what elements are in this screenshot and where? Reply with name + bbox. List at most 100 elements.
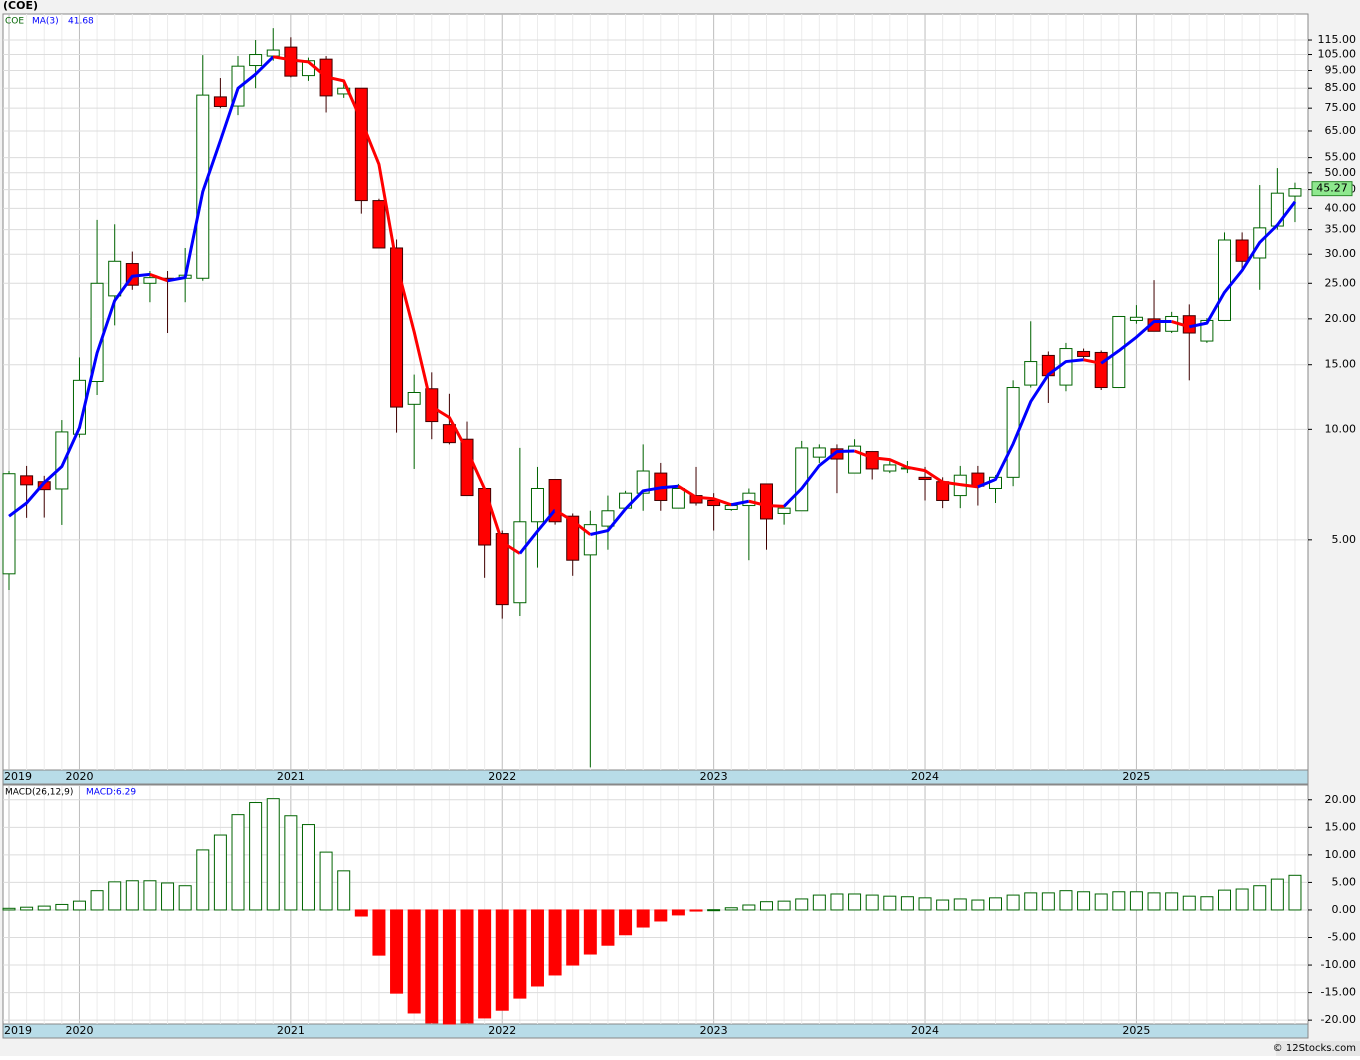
- macd-bar: [1147, 892, 1161, 911]
- y-tick-label: -5.00: [1328, 931, 1356, 944]
- ma-line: [748, 499, 785, 508]
- x-tick-label: 2025: [1122, 1024, 1150, 1037]
- candle-body: [601, 510, 615, 527]
- candle-body: [1094, 351, 1108, 389]
- ma-line: [167, 55, 275, 283]
- candle-body: [407, 392, 421, 405]
- candle-body: [566, 515, 580, 561]
- y-tick-label: 15.00: [1325, 358, 1357, 371]
- x-tick-label: 2019: [4, 770, 32, 783]
- candle-body: [108, 260, 122, 297]
- x-tick-label: 2022: [488, 1024, 516, 1037]
- macd-bar: [1129, 891, 1143, 911]
- x-tick-label: 2025: [1122, 770, 1150, 783]
- legend-ma-value: 41.68: [68, 17, 94, 27]
- macd-bar: [619, 909, 633, 936]
- macd-bar: [37, 905, 51, 911]
- y-tick-label: 65.00: [1325, 124, 1357, 137]
- y-tick-label: 40.00: [1325, 201, 1357, 214]
- macd-bar: [777, 900, 791, 911]
- y-tick-label: 75.00: [1325, 101, 1357, 114]
- ma-line: [1083, 358, 1102, 365]
- macd-bar: [249, 802, 263, 911]
- macd-bar: [390, 909, 404, 994]
- y-tick-label: 5.00: [1332, 533, 1357, 546]
- candle-body: [777, 507, 791, 514]
- candle-body: [795, 447, 809, 512]
- candle-body: [143, 277, 157, 284]
- ma-line: [783, 449, 855, 508]
- ma-line: [272, 55, 521, 555]
- candle-body: [759, 483, 773, 520]
- macd-bar: [548, 909, 562, 976]
- candle-body: [55, 431, 69, 490]
- macd-bar: [55, 903, 69, 911]
- macd-legend: MACD:6.29: [86, 788, 136, 798]
- macd-bar: [636, 909, 650, 928]
- macd-bar: [301, 824, 315, 911]
- macd-bar: [742, 904, 756, 911]
- macd-bar: [161, 882, 175, 911]
- candle-body: [2, 473, 16, 575]
- macd-bar: [125, 880, 139, 911]
- x-tick-label: 2020: [65, 1024, 93, 1037]
- date-bar: [2, 1023, 1309, 1039]
- macd-bar: [196, 849, 210, 911]
- macd-bar: [530, 909, 544, 987]
- x-tick-label: 2022: [488, 770, 516, 783]
- macd-bar: [1235, 888, 1249, 911]
- candle-body: [583, 524, 597, 556]
- macd-bar: [460, 909, 474, 1024]
- y-tick-label: 10.00: [1325, 422, 1357, 435]
- macd-bar: [354, 909, 368, 917]
- y-tick-label: 35.00: [1325, 223, 1357, 236]
- y-tick-label: 20.00: [1325, 312, 1357, 325]
- x-tick-label: 2019: [4, 1024, 32, 1037]
- macd-bar: [971, 899, 985, 911]
- macd-bar: [2, 907, 16, 911]
- macd-bar: [583, 909, 597, 955]
- x-tick-label: 2021: [277, 770, 305, 783]
- macd-bar: [442, 909, 456, 1025]
- legend-ma: MA(3): [32, 17, 59, 27]
- macd-bar: [918, 897, 932, 911]
- candle-body: [883, 464, 897, 472]
- x-tick-label: 2023: [700, 770, 728, 783]
- ma-line: [1171, 320, 1190, 329]
- macd-bar: [848, 893, 862, 911]
- x-tick-label: 2020: [65, 770, 93, 783]
- footer: © 12Stocks.com: [1273, 1043, 1356, 1054]
- candle-body: [671, 487, 685, 509]
- x-tick-label: 2024: [911, 770, 939, 783]
- y-tick-label: 25.00: [1325, 276, 1357, 289]
- macd-bar: [812, 894, 826, 911]
- candle-body: [812, 447, 826, 458]
- macd-bar: [865, 894, 879, 911]
- macd-bar: [213, 834, 227, 911]
- macd-bar: [1253, 885, 1267, 911]
- macd-bar: [1218, 889, 1232, 911]
- macd-bar: [1024, 892, 1038, 911]
- candle-body: [830, 448, 844, 460]
- macd-bar: [231, 814, 245, 911]
- macd-bar: [1006, 894, 1020, 911]
- x-tick-label: 2021: [277, 1024, 305, 1037]
- candle-body: [249, 54, 263, 67]
- macd-bar: [900, 896, 914, 911]
- macd-bar: [20, 906, 34, 911]
- macd-bar: [936, 899, 950, 911]
- macd-bar: [953, 898, 967, 911]
- macd-bar: [724, 907, 738, 911]
- ma-line: [518, 509, 557, 555]
- macd-bar: [689, 909, 703, 912]
- y-tick-label: 10.00: [1325, 848, 1357, 861]
- ma-line: [554, 508, 592, 536]
- y-tick-label: 0.00: [1332, 903, 1357, 916]
- candle-body: [196, 94, 210, 279]
- macd-bar: [883, 895, 897, 911]
- y-tick-label: 30.00: [1325, 247, 1357, 260]
- candle-body: [1288, 188, 1302, 197]
- macd-bar: [108, 881, 122, 911]
- macd-title: MACD(26,12,9): [5, 788, 73, 798]
